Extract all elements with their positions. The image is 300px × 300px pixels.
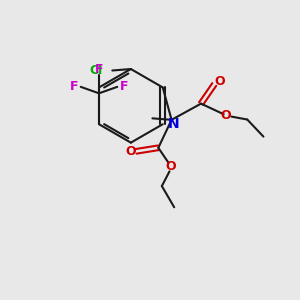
Text: O: O <box>126 145 136 158</box>
Text: F: F <box>70 80 79 93</box>
Text: Cl: Cl <box>90 64 103 77</box>
Text: O: O <box>214 75 225 88</box>
Text: O: O <box>165 160 176 172</box>
Text: O: O <box>221 110 231 122</box>
Text: N: N <box>168 117 180 130</box>
Text: F: F <box>119 80 128 93</box>
Text: F: F <box>95 63 103 76</box>
